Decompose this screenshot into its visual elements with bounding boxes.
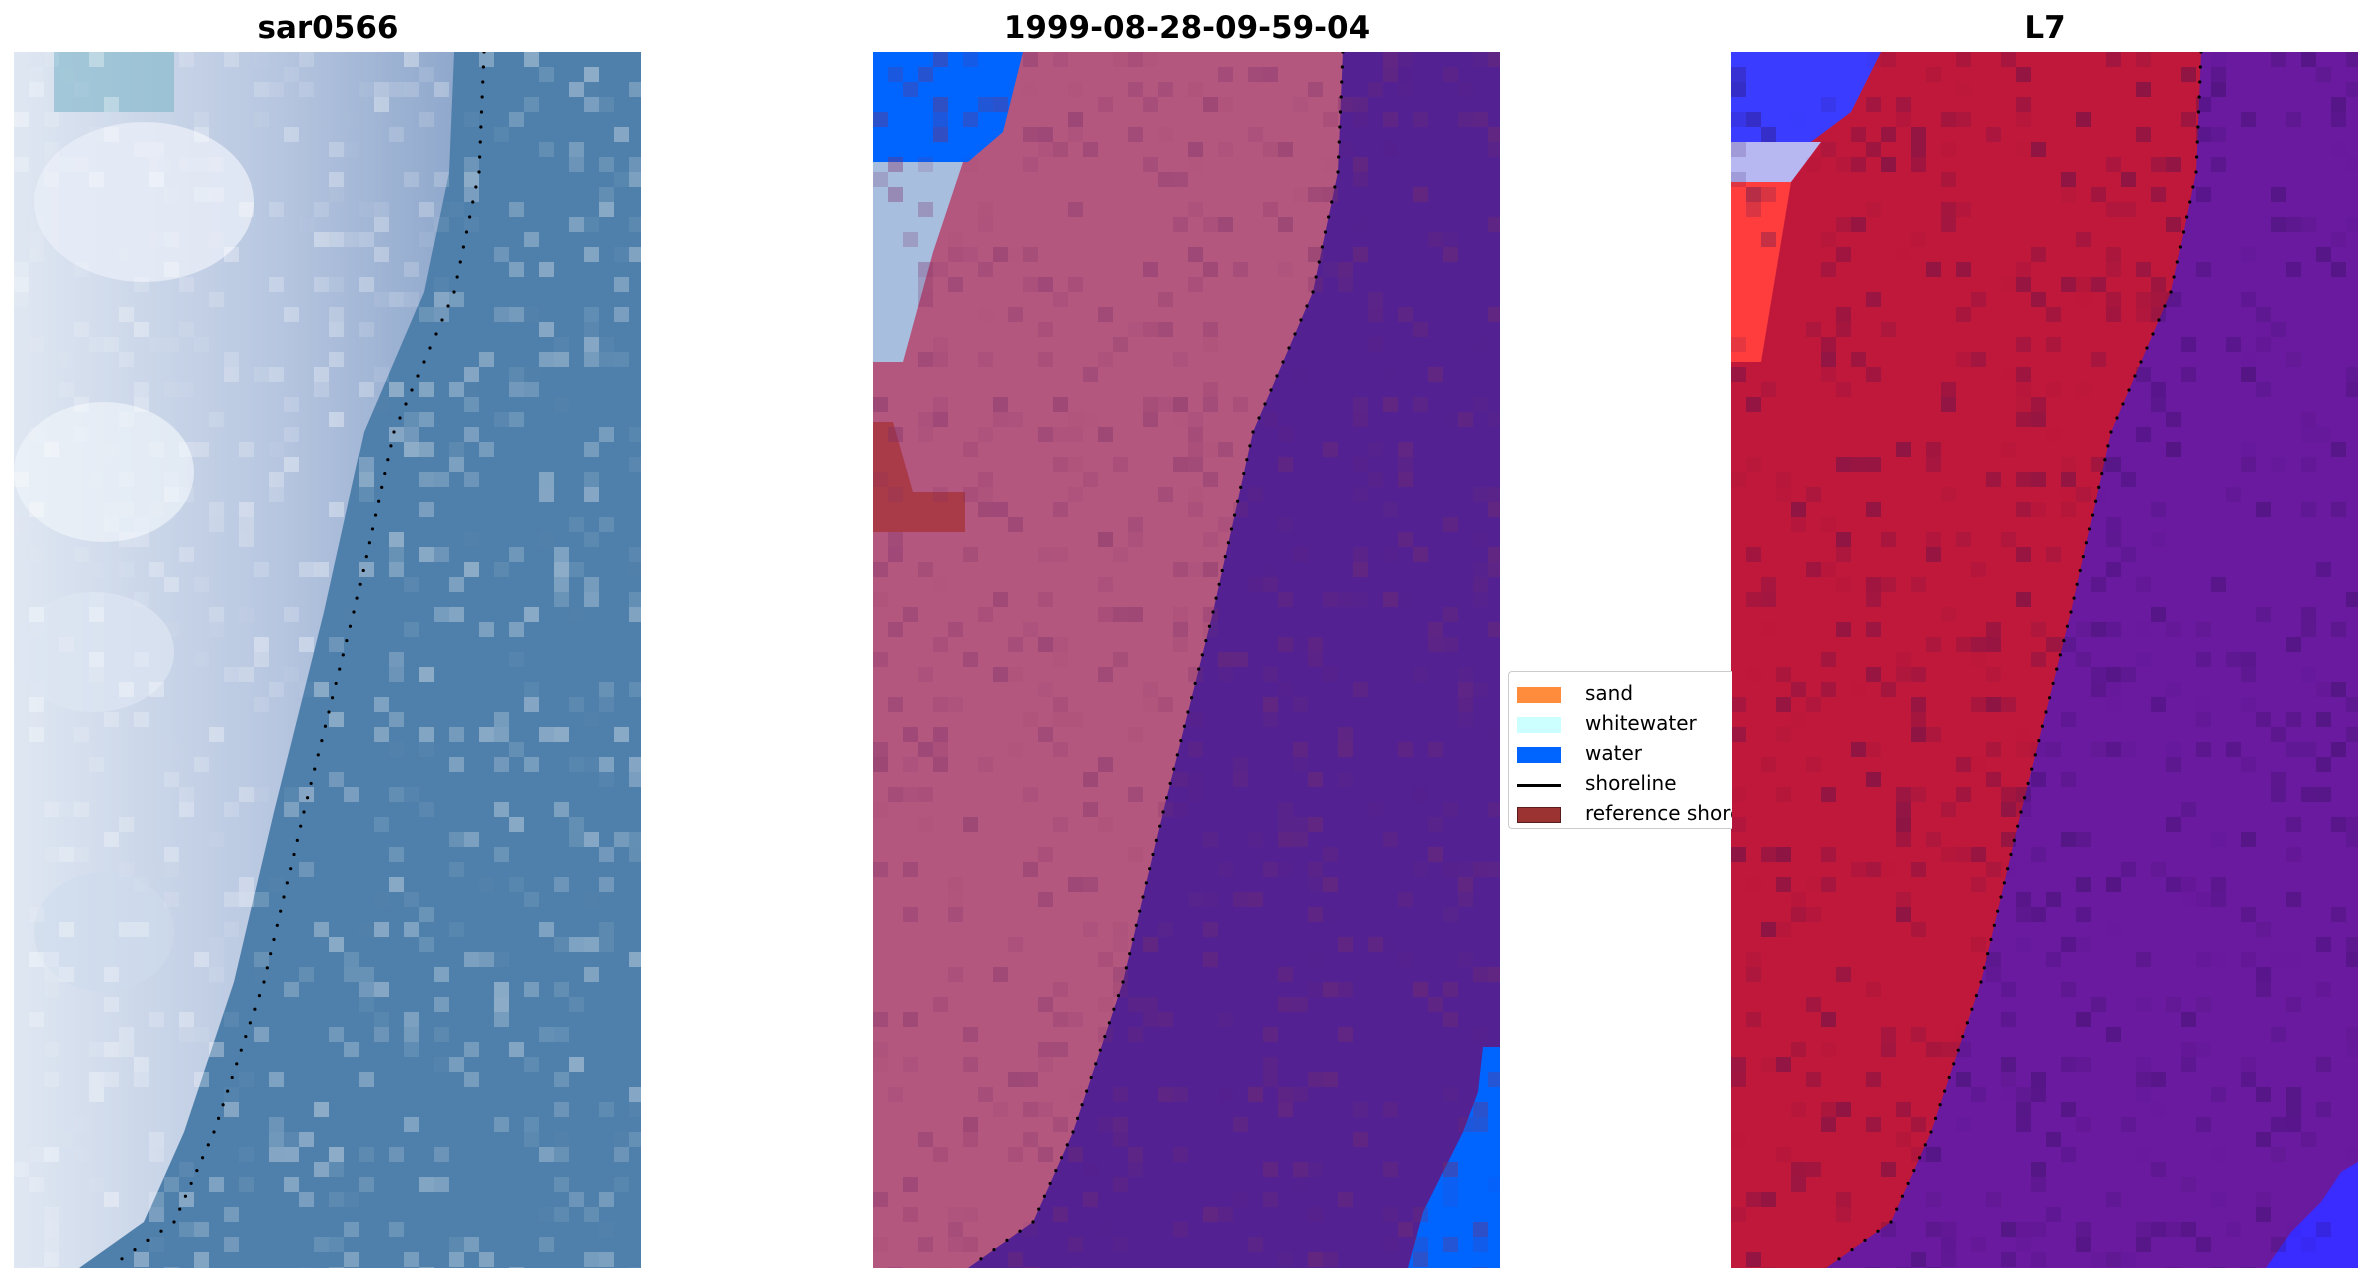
water-swatch [1517,747,1561,763]
index-bright-patch [1731,182,1791,362]
land-area [873,52,1343,1268]
water-class-patch [873,52,1023,162]
shoreline-line-sample [1517,784,1561,787]
reference-shoreline-swatch [1517,807,1561,823]
legend-label-sand: sand [1585,681,1634,705]
index-water-patch [2266,1162,2358,1268]
sand-swatch [1517,687,1561,703]
legend-label-shoreline: shoreline [1585,771,1677,795]
bright-patch [14,402,194,542]
rgb-image-panel [14,52,641,1268]
panel-title-l7: L7 [2024,10,2066,46]
index-image-panel [1731,52,2358,1268]
shoreline-dots [979,52,1345,1261]
whitewater-swatch [1517,717,1561,733]
rgb-image-canvas [14,52,641,1268]
pixel-texture [1731,52,2358,1268]
index-land-area [1731,52,2201,1268]
whitewater-class-patch [873,162,963,362]
shoreline-dots [120,52,486,1261]
index-water-patch [1731,52,1881,142]
legend-label-reference-shoreline: reference shoreline [1585,801,1732,825]
reference-shoreline-patch [873,422,965,532]
panel-title-date: 1999-08-28-09-59-04 [1003,10,1371,46]
bright-patch [34,872,174,992]
pixel-texture [14,52,641,1268]
shoreline-dots [1837,52,2203,1261]
bright-patch [34,122,254,282]
bright-patch [14,592,174,712]
index-image-canvas [1731,52,2358,1268]
water-class-patch [1408,1047,1500,1268]
classified-image-panel [873,52,1500,1268]
teal-patch [54,52,174,112]
classified-image-canvas [873,52,1500,1268]
index-transition-patch [1731,142,1821,182]
legend-label-whitewater: whitewater [1585,711,1697,735]
panel-title-sar0566: sar0566 [257,10,399,46]
pixel-texture [873,52,1500,1268]
legend: sand whitewater water shoreline referenc… [1508,671,1732,829]
legend-label-water: water [1585,741,1642,765]
